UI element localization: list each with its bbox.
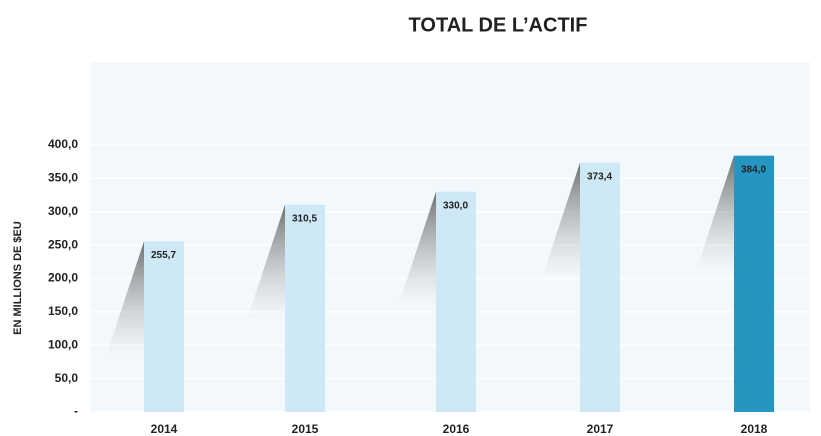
x-tick-label: 2014 (151, 422, 178, 436)
x-tick-label: 2016 (443, 422, 470, 436)
bar-shadow (398, 191, 436, 307)
y-tick-label: 300,0 (48, 204, 78, 218)
y-tick-label: 100,0 (48, 337, 78, 351)
y-tick-label: 50,0 (55, 371, 79, 385)
value-label: 384,0 (741, 164, 766, 175)
y-tick-label: 400,0 (48, 137, 78, 151)
value-label: 330,0 (443, 200, 468, 211)
bar-shadow (106, 241, 144, 357)
bar (285, 204, 325, 412)
y-tick-label: 150,0 (48, 304, 78, 318)
y-tick-label: 250,0 (48, 237, 78, 251)
y-tick-label: 350,0 (48, 171, 78, 185)
value-label: 310,5 (292, 213, 317, 224)
y-tick-label: - (74, 404, 78, 418)
chart-title: TOTAL DE L’ACTIF (409, 14, 588, 36)
x-tick-label: 2015 (292, 422, 319, 436)
bar (436, 191, 476, 412)
value-label: 373,4 (587, 171, 612, 182)
bar (144, 241, 184, 412)
value-label: 255,7 (151, 250, 176, 261)
y-tick-label: 200,0 (48, 271, 78, 285)
bar-shadow (542, 162, 580, 278)
bar (580, 162, 620, 412)
bar-shadow (696, 155, 734, 271)
bar (734, 155, 774, 412)
y-axis-label: EN MILLIONS DE $EU (12, 221, 24, 335)
x-tick-label: 2017 (587, 422, 614, 436)
bar-shadow (247, 204, 285, 320)
x-tick-label: 2018 (741, 422, 768, 436)
